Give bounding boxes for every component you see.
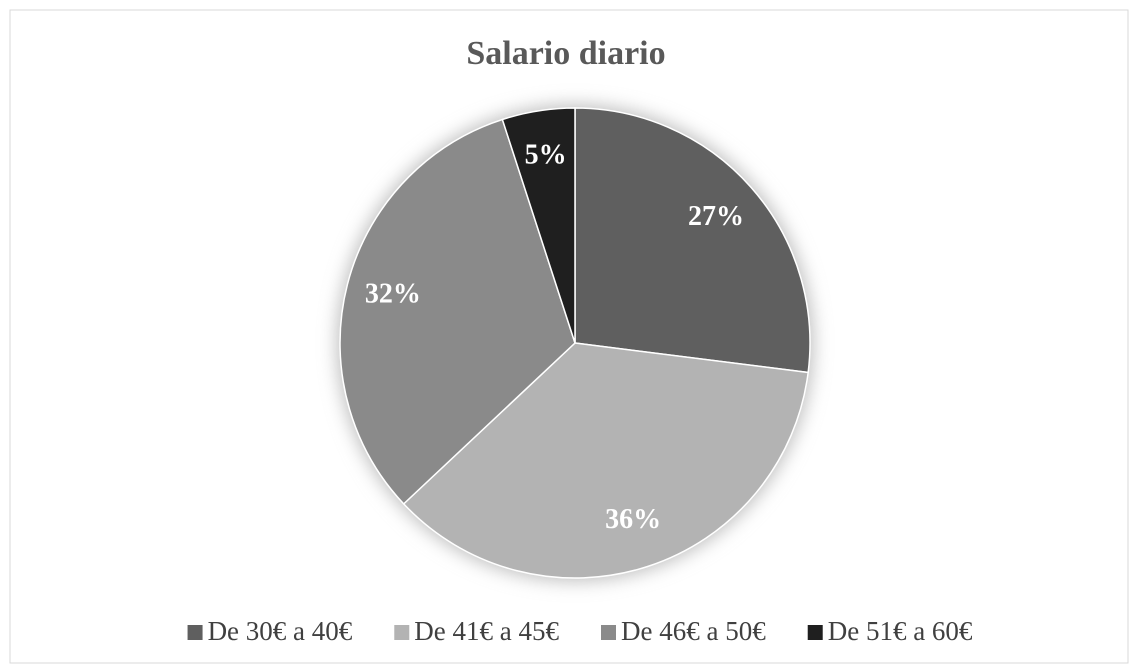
legend-swatch bbox=[807, 625, 823, 640]
chart-title: Salario diario bbox=[466, 35, 665, 72]
legend-label: De 51€ a 60€ bbox=[828, 616, 973, 646]
pie-slice bbox=[501, 107, 576, 344]
legend-label: De 30€ a 40€ bbox=[208, 616, 353, 646]
legend-swatch bbox=[601, 625, 616, 640]
data-label: 32% bbox=[365, 279, 421, 310]
legend-label: De 46€ a 50€ bbox=[621, 616, 766, 646]
legend-swatch bbox=[394, 625, 410, 640]
legend-label: De 41€ a 45€ bbox=[414, 616, 559, 646]
data-label: 27% bbox=[688, 201, 744, 232]
pie-slice bbox=[402, 342, 809, 579]
legend-swatch bbox=[187, 625, 203, 640]
pie-slice bbox=[339, 118, 576, 505]
pie-slice bbox=[574, 107, 811, 374]
data-label: 36% bbox=[605, 504, 661, 535]
data-label: 5% bbox=[525, 140, 567, 171]
